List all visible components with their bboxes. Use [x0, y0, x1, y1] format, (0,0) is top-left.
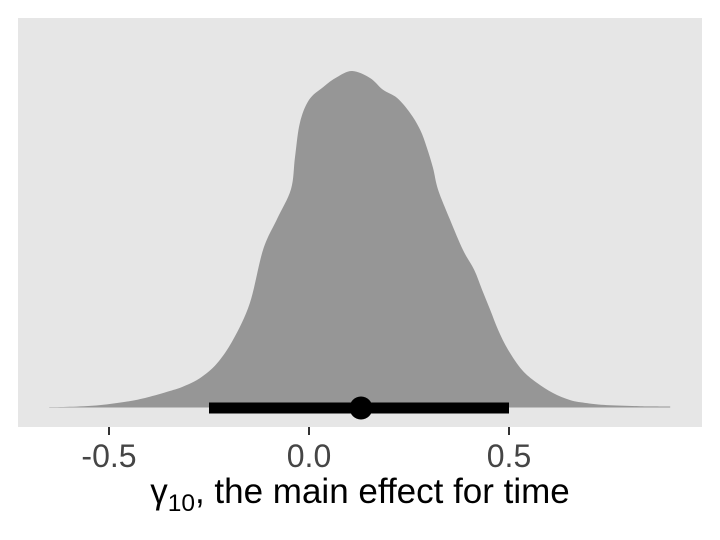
x-tick-label: 0.5 [486, 438, 532, 474]
x-tick-label: -0.5 [81, 438, 137, 474]
axis-title-text: , the main effect for time [194, 472, 570, 511]
density-area [49, 70, 671, 408]
point-estimate-dot [349, 396, 373, 420]
gamma-subscript: 10 [167, 490, 195, 517]
x-axis-title: γ10, the main effect for time [0, 472, 720, 516]
gamma-symbol: γ [150, 472, 168, 511]
x-tick-label: 0.0 [286, 438, 332, 474]
